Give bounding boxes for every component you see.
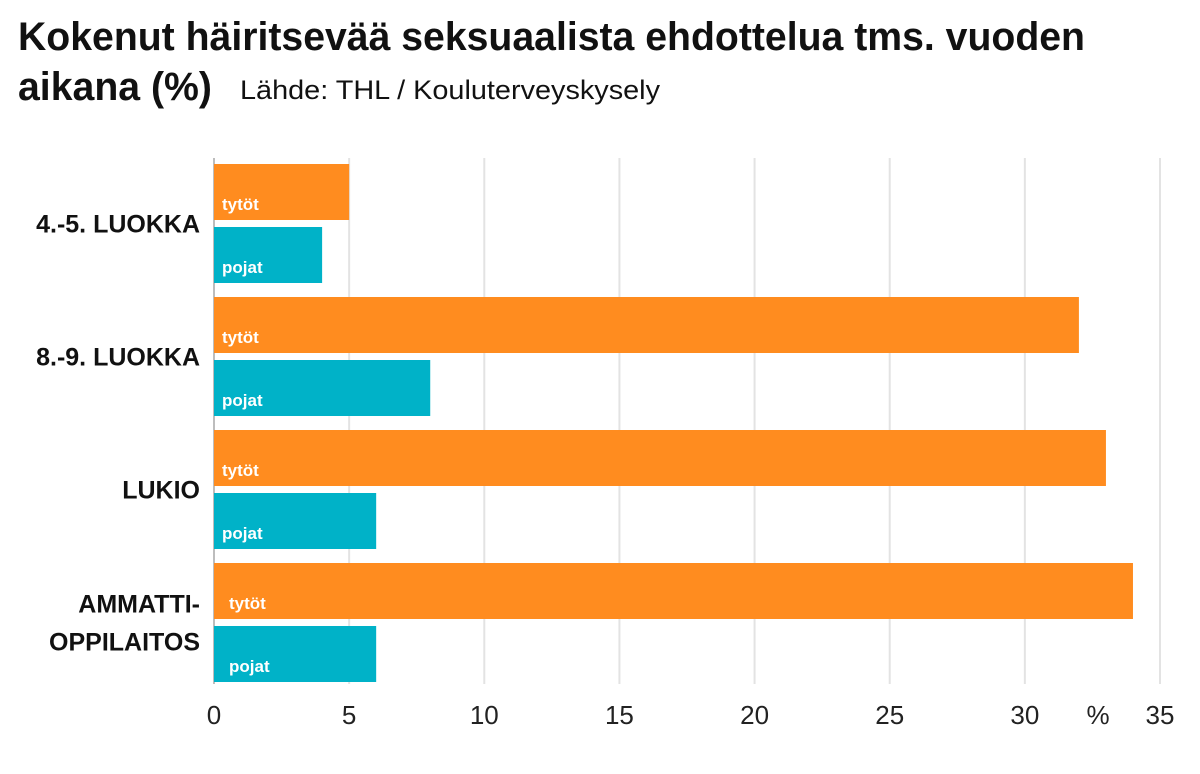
bar-label: pojat xyxy=(222,524,263,543)
chart-title-line1: Kokenut häiritsevää seksuaalista ehdotte… xyxy=(18,15,1085,59)
bar-tytöt-3 xyxy=(214,563,1133,619)
bars: tytöt pojat tytöt pojat tytöt pojat tytöt pojat xyxy=(214,164,1133,682)
category-label: 8.-9. LUOKKA xyxy=(36,344,200,372)
bar-pojat-0 xyxy=(214,227,323,283)
bar-label: tytöt xyxy=(222,461,259,480)
category-label: LUKIO xyxy=(122,477,200,505)
bar-tytöt-1 xyxy=(214,297,1079,353)
category-label: AMMATTI- xyxy=(78,591,200,619)
category-labels: 4.-5. LUOKKA 8.-9. LUOKKA LUKIO AMMATTI- OPP… xyxy=(36,211,200,657)
bar-pojat-3 xyxy=(214,626,377,682)
bar-tytöt-0 xyxy=(214,164,350,220)
bar-label: tytöt xyxy=(222,195,259,214)
x-tick-label: 25 xyxy=(875,700,904,730)
x-tick-label: 20 xyxy=(740,700,769,730)
chart-source: Lähde: THL / Kouluterveyskysely xyxy=(240,75,661,105)
x-tick-label: 10 xyxy=(470,700,499,730)
x-tick-label: 35 xyxy=(1146,700,1175,730)
bar-label: pojat xyxy=(229,657,270,676)
chart-title-line2: aikana (%) xyxy=(18,65,212,109)
x-tick-label: 5 xyxy=(342,700,356,730)
bar-pojat-1 xyxy=(214,360,431,416)
gridlines xyxy=(213,158,1161,684)
bar-label: tytöt xyxy=(229,594,266,613)
x-tick-label: 30 xyxy=(1010,700,1039,730)
x-axis-ticks: 0 5 10 15 20 25 30 35 xyxy=(207,700,1175,730)
bar-tytöt-2 xyxy=(214,430,1106,486)
bar-label: pojat xyxy=(222,391,263,410)
x-tick-label: 15 xyxy=(605,700,634,730)
bar-pojat-2 xyxy=(214,493,377,549)
x-tick-label: 0 xyxy=(207,700,221,730)
bar-label: pojat xyxy=(222,258,263,277)
x-axis-unit-label: % xyxy=(1086,700,1109,730)
category-label: OPPILAITOS xyxy=(49,629,200,657)
bar-label: tytöt xyxy=(222,328,259,347)
category-label: 4.-5. LUOKKA xyxy=(36,211,200,239)
